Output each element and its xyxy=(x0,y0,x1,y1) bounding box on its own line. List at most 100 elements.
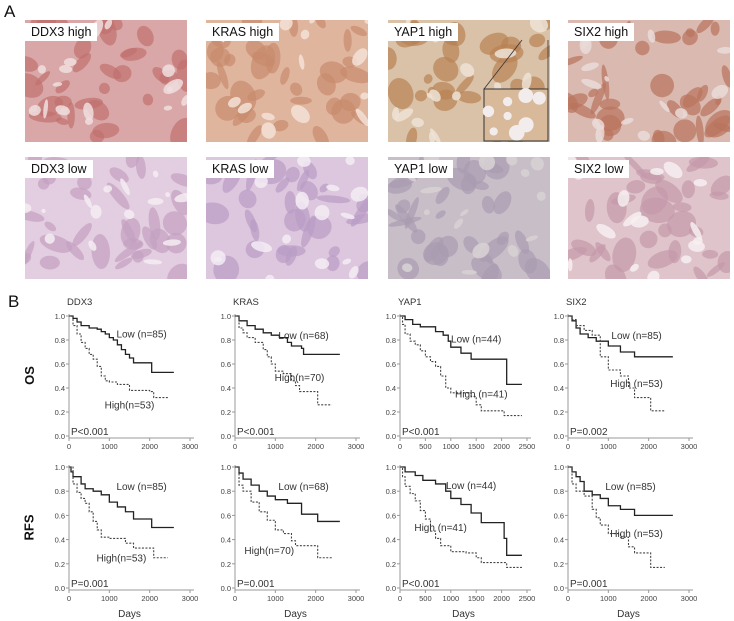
y-tick-label: 1.0 xyxy=(554,463,564,472)
km-curve-solid xyxy=(235,466,340,523)
y-tick-label: 1.0 xyxy=(221,312,231,321)
y-tick-label: 0.2 xyxy=(221,560,231,569)
ihc-image-six2-low: SIX2 low xyxy=(568,157,730,279)
y-tick-label: 0.8 xyxy=(386,487,396,496)
km-curve-solid xyxy=(235,315,340,356)
km-chart-kras-os-1: 0.0 0.2 0.4 0.6 0.8 1.0 0 1000 2000 3000 KRAS Low (… xyxy=(221,297,365,451)
p-value: P=0.001 xyxy=(237,579,275,590)
ihc-image-ddx3-high: DDX3 high xyxy=(25,20,187,142)
y-tick-label: 0.8 xyxy=(386,336,396,345)
series-annotation: Low (n=85) xyxy=(611,331,661,342)
km-curve-dashed xyxy=(568,466,665,568)
x-tick-label: 1000 xyxy=(101,442,118,451)
km-curve-dashed xyxy=(400,315,522,417)
chart-title: KRAS xyxy=(233,297,259,308)
x-tick-label: 0 xyxy=(566,594,570,603)
x-tick-label: 0 xyxy=(67,594,71,603)
y-tick-label: 0.2 xyxy=(386,560,396,569)
x-tick-label: 1000 xyxy=(600,594,617,603)
ihc-image-yap1-low: YAP1 low xyxy=(388,157,550,279)
km-curve-solid xyxy=(69,466,174,529)
y-tick-label: 0.2 xyxy=(554,408,564,417)
y-tick-label: 0.0 xyxy=(221,584,231,593)
km-curve-dashed xyxy=(69,315,168,399)
y-tick-label: 0.4 xyxy=(554,536,564,545)
y-tick-label: 0.0 xyxy=(554,584,564,593)
x-tick-label: 500 xyxy=(419,594,432,603)
x-tick-label: 0 xyxy=(566,442,570,451)
ihc-image-kras-high: KRAS high xyxy=(206,20,368,142)
chart-title: SIX2 xyxy=(566,297,587,308)
y-tick-label: 0.0 xyxy=(55,584,65,593)
p-value: P<0.001 xyxy=(402,427,440,438)
y-tick-label: 0.2 xyxy=(386,408,396,417)
km-curve-solid xyxy=(400,315,522,386)
x-tick-label: 2000 xyxy=(141,594,158,603)
y-tick-label: 0.2 xyxy=(554,560,564,569)
chart-title: YAP1 xyxy=(398,297,422,308)
x-tick-label: 1500 xyxy=(468,594,485,603)
y-tick-label: 0.6 xyxy=(554,511,564,520)
km-chart-rfs-rfs-7: 0.0 0.2 0.4 0.6 0.8 1.0 0 1000 2000 3000 Days Low (… xyxy=(554,463,698,620)
x-tick-label: 2000 xyxy=(141,442,158,451)
y-tick-label: 0.2 xyxy=(55,408,65,417)
series-annotation: Low (n=68) xyxy=(278,482,328,493)
x-axis-label: Days xyxy=(452,609,475,620)
y-tick-label: 0.4 xyxy=(221,384,231,393)
y-tick-label: 0.2 xyxy=(221,408,231,417)
y-tick-label: 0.0 xyxy=(55,432,65,441)
series-annotation: High(n=70) xyxy=(244,546,294,557)
y-tick-label: 0.6 xyxy=(221,511,231,520)
km-chart-rfs-rfs-5: 0.0 0.2 0.4 0.6 0.8 1.0 0 1000 2000 3000 Days Low (… xyxy=(221,463,365,620)
x-tick-label: 3000 xyxy=(182,442,199,451)
y-tick-label: 0.6 xyxy=(55,511,65,520)
x-tick-label: 1000 xyxy=(267,594,284,603)
x-axis-label: Days xyxy=(284,609,307,620)
km-chart-yap1-os-2: 0.0 0.2 0.4 0.6 0.8 1.0 0 500 1000 1500 2000 2500 YA… xyxy=(386,297,536,451)
series-annotation: High (n=41) xyxy=(414,523,467,534)
ihc-label: KRAS high xyxy=(206,23,280,41)
series-annotation: High(n=53) xyxy=(105,400,155,411)
y-tick-label: 0.0 xyxy=(386,584,396,593)
x-tick-label: 0 xyxy=(398,594,402,603)
y-tick-label: 0.6 xyxy=(221,360,231,369)
ihc-label: YAP1 high xyxy=(388,23,459,41)
y-tick-label: 0.4 xyxy=(221,536,231,545)
x-tick-label: 2000 xyxy=(640,442,657,451)
x-tick-label: 2000 xyxy=(640,594,657,603)
x-tick-label: 3000 xyxy=(182,594,199,603)
ihc-image-yap1-high: YAP1 high xyxy=(388,20,550,142)
x-tick-label: 0 xyxy=(233,594,237,603)
km-curve-dashed xyxy=(235,315,332,406)
km-curve-solid xyxy=(400,466,522,556)
x-tick-label: 2000 xyxy=(493,442,510,451)
x-tick-label: 1500 xyxy=(468,442,485,451)
x-axis-label: Days xyxy=(617,609,640,620)
y-tick-label: 0.4 xyxy=(386,536,396,545)
y-tick-label: 0.0 xyxy=(554,432,564,441)
x-tick-label: 3000 xyxy=(348,442,365,451)
ihc-image-ddx3-low: DDX3 low xyxy=(25,157,187,279)
y-tick-label: 0.8 xyxy=(554,487,564,496)
series-annotation: High(n=53) xyxy=(97,553,147,564)
y-tick-label: 1.0 xyxy=(221,463,231,472)
x-tick-label: 3000 xyxy=(348,594,365,603)
km-curve-dashed xyxy=(568,315,665,412)
series-annotation: Low (n=68) xyxy=(278,331,328,342)
ihc-label: DDX3 high xyxy=(25,23,98,41)
y-tick-label: 0.8 xyxy=(221,336,231,345)
y-tick-label: 0.0 xyxy=(386,432,396,441)
x-tick-label: 1000 xyxy=(442,442,459,451)
y-tick-label: 0.6 xyxy=(55,360,65,369)
km-chart-ddx3-os-0: 0.0 0.2 0.4 0.6 0.8 1.0 0 1000 2000 3000 DDX3 Low (… xyxy=(55,297,199,451)
y-tick-label: 0.8 xyxy=(221,487,231,496)
y-tick-label: 1.0 xyxy=(386,312,396,321)
x-tick-label: 0 xyxy=(67,442,71,451)
x-tick-label: 0 xyxy=(233,442,237,451)
x-tick-label: 1000 xyxy=(600,442,617,451)
x-tick-label: 1000 xyxy=(442,594,459,603)
series-annotation: Low (n=44) xyxy=(446,481,496,492)
y-tick-label: 0.4 xyxy=(55,384,65,393)
y-tick-label: 1.0 xyxy=(55,463,65,472)
p-value: P<0.001 xyxy=(402,579,440,590)
